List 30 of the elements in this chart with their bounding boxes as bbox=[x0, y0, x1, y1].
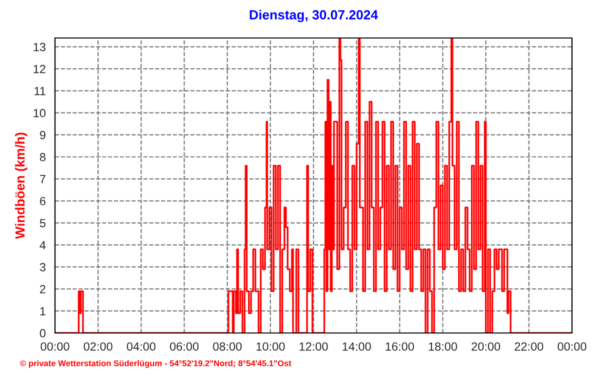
x-tick-label: 00:00 bbox=[40, 342, 70, 351]
y-tick-label: 1 bbox=[40, 307, 46, 316]
x-tick-label: 00:00 bbox=[558, 342, 586, 351]
text: © private Wetterstation Süderlügum - 54°52'19.2"Nord; 8°54'45.1"Ost bbox=[20, 360, 292, 368]
x-tick-label: 16:00 bbox=[386, 342, 414, 351]
y-tick-label: 9 bbox=[40, 130, 46, 140]
y-tick-label: 0 bbox=[40, 329, 46, 338]
y-tick-label: 3 bbox=[40, 262, 46, 272]
x-tick-label: 06:00 bbox=[170, 342, 199, 351]
x-tick-label: 18:00 bbox=[428, 342, 458, 351]
x-tick-label: 04:00 bbox=[126, 342, 156, 351]
x-tick-label: 02:00 bbox=[84, 342, 112, 351]
y-tick-label: 13 bbox=[34, 42, 46, 52]
y-tick-label: 2 bbox=[40, 285, 46, 294]
y-tick-label: 5 bbox=[40, 219, 46, 228]
y-tick-label: 11 bbox=[34, 86, 46, 96]
x-tick-label: 22:00 bbox=[514, 342, 544, 351]
y-tick-label: 4 bbox=[40, 241, 46, 250]
x-tick-label: 10:00 bbox=[256, 342, 285, 351]
y-tick-label: 7 bbox=[40, 175, 46, 184]
y-tick-label: 6 bbox=[40, 196, 46, 206]
y-tick-label: 12 bbox=[34, 64, 46, 74]
x-tick-label: 08:00 bbox=[213, 342, 242, 351]
x-tick-label: 12:00 bbox=[300, 342, 328, 351]
chart-title: Dienstag, 30.07.2024 bbox=[250, 10, 378, 22]
y-tick-label: 8 bbox=[40, 152, 46, 162]
y-tick-label: 10 bbox=[34, 108, 46, 118]
x-tick-label: 14:00 bbox=[342, 342, 371, 351]
x-tick-label: 20:00 bbox=[472, 342, 500, 351]
y-axis-title: Windböen (km/h) bbox=[14, 132, 28, 239]
